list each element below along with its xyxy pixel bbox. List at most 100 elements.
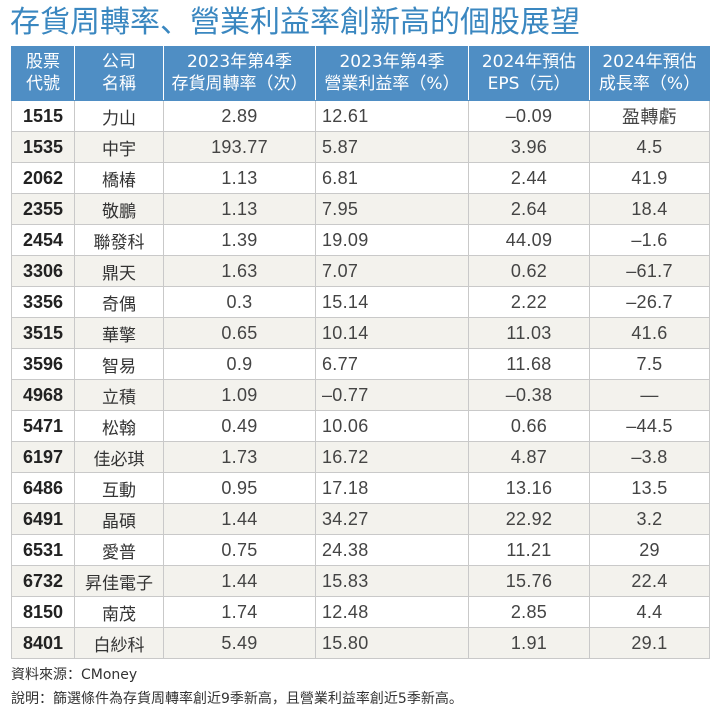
inventory-turnover-cell: 0.49 [163, 410, 316, 442]
operating-margin-cell: 15.80 [315, 627, 469, 659]
operating-margin-cell: 15.83 [315, 565, 469, 597]
operating-margin-cell: 12.61 [315, 100, 469, 132]
inventory-turnover-cell: 1.73 [163, 441, 316, 473]
company-name-cell: 奇偶 [74, 286, 164, 318]
table-row: 6486 互動 0.95 17.18 13.16 13.5 [11, 472, 710, 504]
eps-2024-cell: 2.85 [468, 596, 590, 628]
company-name-cell: 敬鵬 [74, 193, 164, 225]
operating-margin-cell: 24.38 [315, 534, 469, 566]
growth-2024-cell: 41.6 [589, 317, 710, 349]
stock-code-cell: 2355 [11, 193, 75, 225]
table-row: 6732 昇佳電子 1.44 15.83 15.76 22.4 [11, 565, 710, 597]
growth-2024-cell: 3.2 [589, 503, 710, 535]
stock-code-cell: 2062 [11, 162, 75, 194]
eps-2024-cell: 22.92 [468, 503, 590, 535]
company-name-cell: 鼎天 [74, 255, 164, 287]
stock-code-cell: 1535 [11, 131, 75, 163]
header-inventory-turnover: 2023年第4季 存貨周轉率（次） [163, 46, 316, 101]
company-name-cell: 立積 [74, 379, 164, 411]
growth-2024-cell: –3.8 [589, 441, 710, 473]
operating-margin-cell: 10.14 [315, 317, 469, 349]
table-row: 1535 中宇 193.77 5.87 3.96 4.5 [11, 131, 710, 163]
eps-2024-cell: 11.21 [468, 534, 590, 566]
inventory-turnover-cell: 1.13 [163, 193, 316, 225]
inventory-turnover-cell: 5.49 [163, 627, 316, 659]
growth-2024-cell: 29.1 [589, 627, 710, 659]
company-name-cell: 互動 [74, 472, 164, 504]
growth-2024-cell: 41.9 [589, 162, 710, 194]
inventory-turnover-cell: 1.63 [163, 255, 316, 287]
eps-2024-cell: 15.76 [468, 565, 590, 597]
stock-code-cell: 3596 [11, 348, 75, 380]
eps-2024-cell: 2.44 [468, 162, 590, 194]
growth-2024-cell: 4.5 [589, 131, 710, 163]
header-eps-2024: 2024年預估 EPS（元） [468, 46, 590, 101]
eps-2024-cell: 0.62 [468, 255, 590, 287]
operating-margin-cell: 15.14 [315, 286, 469, 318]
stock-code-cell: 6197 [11, 441, 75, 473]
eps-2024-cell: 11.68 [468, 348, 590, 380]
inventory-turnover-cell: 0.95 [163, 472, 316, 504]
eps-2024-cell: 2.22 [468, 286, 590, 318]
operating-margin-cell: 12.48 [315, 596, 469, 628]
company-name-cell: 白紗科 [74, 627, 164, 659]
growth-2024-cell: –61.7 [589, 255, 710, 287]
inventory-turnover-cell: 1.09 [163, 379, 316, 411]
growth-2024-cell: –44.5 [589, 410, 710, 442]
stock-code-cell: 3515 [11, 317, 75, 349]
table-row: 3356 奇偶 0.3 15.14 2.22 –26.7 [11, 286, 710, 318]
operating-margin-cell: –0.77 [315, 379, 469, 411]
inventory-turnover-cell: 1.74 [163, 596, 316, 628]
header-growth-2024: 2024年預估 成長率（%） [589, 46, 710, 101]
eps-2024-cell: –0.38 [468, 379, 590, 411]
operating-margin-cell: 6.81 [315, 162, 469, 194]
stock-code-cell: 3306 [11, 255, 75, 287]
table-row: 3596 智易 0.9 6.77 11.68 7.5 [11, 348, 710, 380]
growth-2024-cell: — [589, 379, 710, 411]
operating-margin-cell: 34.27 [315, 503, 469, 535]
inventory-turnover-cell: 0.75 [163, 534, 316, 566]
eps-2024-cell: 13.16 [468, 472, 590, 504]
inventory-turnover-cell: 0.9 [163, 348, 316, 380]
inventory-turnover-cell: 0.65 [163, 317, 316, 349]
inventory-turnover-cell: 1.13 [163, 162, 316, 194]
table-row: 8401 白紗科 5.49 15.80 1.91 29.1 [11, 627, 710, 659]
growth-2024-cell: –26.7 [589, 286, 710, 318]
growth-2024-cell: 4.4 [589, 596, 710, 628]
inventory-turnover-cell: 0.3 [163, 286, 316, 318]
company-name-cell: 晶碩 [74, 503, 164, 535]
stock-code-cell: 6491 [11, 503, 75, 535]
operating-margin-cell: 7.07 [315, 255, 469, 287]
growth-2024-cell: 22.4 [589, 565, 710, 597]
table-row: 2062 橋椿 1.13 6.81 2.44 41.9 [11, 162, 710, 194]
eps-2024-cell: –0.09 [468, 100, 590, 132]
inventory-turnover-cell: 1.39 [163, 224, 316, 256]
company-name-cell: 橋椿 [74, 162, 164, 194]
eps-2024-cell: 2.64 [468, 193, 590, 225]
table-row: 3306 鼎天 1.63 7.07 0.62 –61.7 [11, 255, 710, 287]
inventory-turnover-cell: 193.77 [163, 131, 316, 163]
stock-code-cell: 8401 [11, 627, 75, 659]
table-header-row: 股票 代號 公司 名稱 2023年第4季 存貨周轉率（次） 2023年第4季 營業利益率… [11, 46, 710, 101]
table-row: 2454 聯發科 1.39 19.09 44.09 –1.6 [11, 224, 710, 256]
growth-2024-cell: –1.6 [589, 224, 710, 256]
company-name-cell: 愛普 [74, 534, 164, 566]
inventory-turnover-cell: 2.89 [163, 100, 316, 132]
stock-code-cell: 6732 [11, 565, 75, 597]
header-stock-code: 股票 代號 [11, 46, 75, 101]
stock-code-cell: 1515 [11, 100, 75, 132]
source-note: 資料來源：CMoney [11, 667, 138, 683]
stock-code-cell: 6531 [11, 534, 75, 566]
growth-2024-cell: 7.5 [589, 348, 710, 380]
table-row: 5471 松翰 0.49 10.06 0.66 –44.5 [11, 410, 710, 442]
growth-2024-cell: 盈轉虧 [589, 100, 710, 132]
header-operating-margin: 2023年第4季 營業利益率（%） [315, 46, 469, 101]
stock-code-cell: 4968 [11, 379, 75, 411]
stock-code-cell: 2454 [11, 224, 75, 256]
growth-2024-cell: 18.4 [589, 193, 710, 225]
page-title: 存貨周轉率、營業利益率創新高的個股展望 [10, 5, 580, 40]
stock-code-cell: 3356 [11, 286, 75, 318]
growth-2024-cell: 13.5 [589, 472, 710, 504]
operating-margin-cell: 17.18 [315, 472, 469, 504]
stock-code-cell: 8150 [11, 596, 75, 628]
